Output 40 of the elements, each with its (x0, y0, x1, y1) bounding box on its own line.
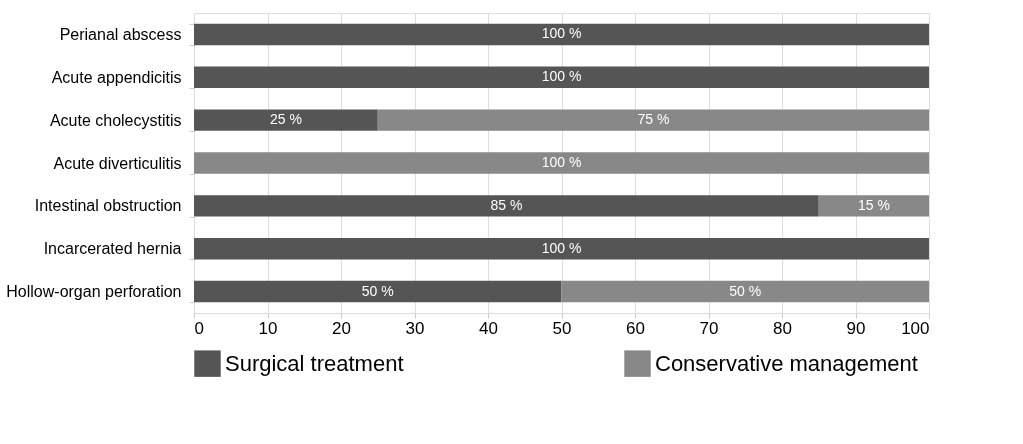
bar (194, 238, 929, 260)
data-label: 85 % (490, 196, 523, 213)
data-label: 50 % (729, 282, 762, 299)
x-tick-label: 10 (258, 318, 278, 338)
data-label: 100 % (541, 25, 582, 42)
y-tick-label: Acute appendicitis (51, 68, 182, 86)
x-tick-label: 0 (194, 318, 204, 338)
y-tick-label: Intestinal obstruction (34, 197, 182, 215)
x-tick-label: 50 (552, 318, 572, 338)
legend-label: Conservative management (655, 350, 918, 376)
bar (818, 195, 929, 217)
y-tick-label: Acute cholecystitis (49, 111, 182, 129)
y-tick-label: Hollow-organ perforation (6, 283, 182, 301)
x-tick-label: 20 (332, 318, 351, 338)
x-tick-label: 70 (699, 318, 719, 338)
bar (194, 152, 929, 174)
data-label: 100 % (541, 154, 582, 170)
x-tick-label: 60 (626, 318, 645, 338)
data-label: 50 % (361, 282, 394, 299)
bar (194, 109, 378, 131)
x-tick-label: 100 (901, 318, 930, 338)
bar (561, 280, 929, 303)
legend-label: Surgical treatment (225, 350, 404, 376)
y-tick-label: Acute diverticulitis (53, 154, 182, 172)
x-tick-label: 90 (846, 318, 866, 338)
bar (194, 280, 562, 303)
bar (377, 109, 929, 131)
data-label: 100 % (541, 68, 582, 85)
data-label: 15 % (857, 196, 890, 213)
x-tick-label: 30 (405, 318, 425, 338)
x-tick-label: 80 (773, 318, 792, 338)
bar (194, 195, 819, 217)
data-label: 100 % (541, 239, 582, 256)
x-tick-label: 40 (479, 318, 498, 338)
data-label: 75 % (637, 111, 670, 128)
y-tick-label: Perianal abscess (59, 25, 182, 43)
bar (194, 66, 929, 88)
bar (194, 23, 929, 46)
y-tick-label: Incarcerated hernia (43, 240, 182, 258)
data-label: 25 % (269, 111, 302, 128)
